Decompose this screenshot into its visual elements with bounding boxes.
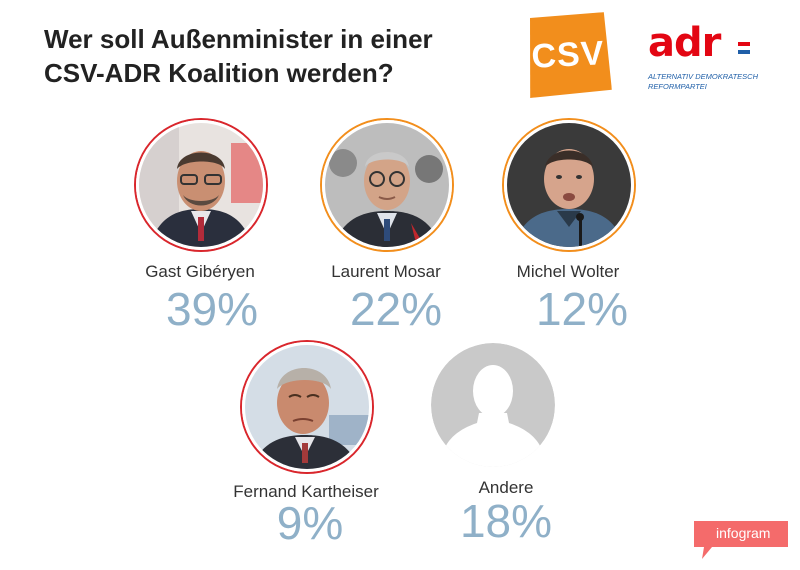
candidate-name-andere: Andere bbox=[478, 478, 534, 497]
adr-logo-word: adr bbox=[648, 20, 721, 66]
infogram-badge-shape bbox=[694, 521, 788, 559]
portrait-michel-wolter-image bbox=[507, 123, 631, 247]
adr-logo-subtitle-1: ALTERNATIV DEMOKRATESCH bbox=[648, 72, 759, 81]
person-silhouette-icon bbox=[431, 343, 555, 467]
candidate-percent-andere: 18% bbox=[459, 495, 553, 547]
candidate-percent-fernand-kartheiser: 9% bbox=[276, 497, 344, 549]
portrait-andere-silhouette bbox=[428, 340, 558, 470]
candidate-name-michel-wolter: Michel Wolter bbox=[516, 262, 620, 281]
portrait-gast-giberyen-image bbox=[139, 123, 263, 247]
adr-logo: adr ALTERNATIV DEMOKRATESCH REFORMPARTEI bbox=[648, 20, 768, 94]
csv-logo-text: CSV bbox=[530, 34, 606, 76]
candidate-percent-michel-wolter: 12% bbox=[535, 283, 629, 335]
portrait-fernand-kartheiser-image bbox=[245, 345, 369, 469]
adr-logo-bar-blue bbox=[738, 50, 750, 54]
candidate-name-gast-giberyen: Gast Gibéryen bbox=[145, 262, 255, 281]
csv-logo-shape bbox=[530, 12, 612, 99]
portrait-gast-giberyen bbox=[136, 120, 266, 250]
adr-logo-bar-red bbox=[738, 42, 750, 46]
csv-logo: CSV bbox=[524, 12, 612, 99]
candidate-name-fernand-kartheiser: Fernand Kartheiser bbox=[233, 482, 379, 501]
portrait-laurent-mosar bbox=[322, 120, 452, 250]
candidate-percent-laurent-mosar: 22% bbox=[349, 283, 443, 335]
chart-title-line-1: Wer soll Außenminister in einer bbox=[44, 24, 433, 54]
portrait-fernand-kartheiser bbox=[242, 342, 372, 472]
chart-title-line-2: CSV-ADR Koalition werden? bbox=[44, 58, 394, 88]
candidate-name-laurent-mosar: Laurent Mosar bbox=[331, 262, 441, 281]
candidate-percent-gast-giberyen: 39% bbox=[165, 283, 259, 335]
portrait-michel-wolter bbox=[504, 120, 634, 250]
infogram-badge-text: infogram bbox=[716, 525, 771, 541]
adr-logo-subtitle-2: REFORMPARTEI bbox=[648, 82, 707, 91]
chart-title: Wer soll Außenminister in einer CSV-ADR … bbox=[44, 22, 504, 90]
infogram-badge[interactable]: infogram bbox=[694, 521, 788, 559]
portrait-laurent-mosar-image bbox=[325, 123, 449, 247]
